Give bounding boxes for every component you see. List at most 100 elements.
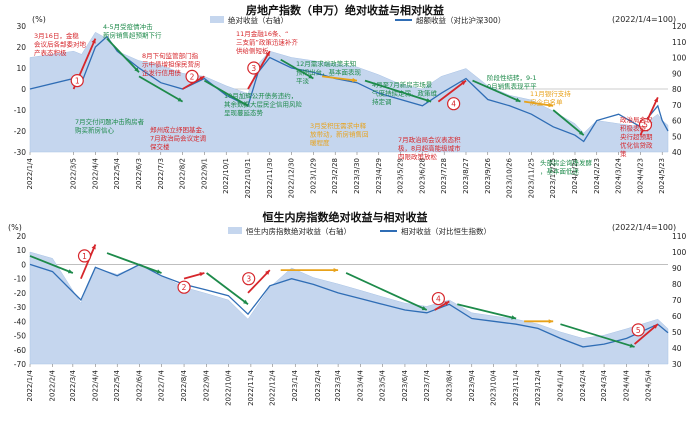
annotation-text: 积极表态， [620,124,653,133]
trend-arrow-down-6 [472,79,521,103]
y-left-tick: -70 [14,360,26,369]
annotation-text: 呈现蔓延态势 [224,108,264,117]
annotation-text: 房企白名单 [530,98,563,107]
series-relative-line [29,263,669,348]
trend-arrow-down-2 [138,75,184,103]
annotation-text: 三支箭”政策迅速补齐 [236,38,298,47]
annotation-text: 阶段性结转，9-1 [487,73,537,82]
annotation-text: 购买新房信心 [75,126,115,135]
event-badge-1-label: 1 [82,252,87,261]
trend-arrow-down-6 [560,323,635,348]
x-tick-label: 2022/8/2 [179,158,187,189]
trend-arrow-flat-2 [523,100,554,107]
y-right-tick: 70 [672,296,682,305]
trend-arrow-up-4-head [444,301,450,306]
y-right-tick: 60 [672,312,682,321]
x-tick-label: 2022/11/4 [247,369,255,405]
trend-arrow-down-1 [29,255,74,274]
x-tick-label: 2023/3/30 [353,158,361,194]
event-badge-4-label: 4 [451,100,456,109]
x-tick-label: 2023/11/4 [512,369,520,405]
x-tick-label: 2023/4/4 [357,369,365,401]
trend-arrow-flat-2-head [548,103,554,108]
y-right-tick: 110 [672,38,687,47]
event-badge-2 [185,69,199,84]
y-right-tick: 40 [672,148,682,157]
x-tick-label: 2022/6/3 [135,158,143,189]
x-tick-label: 2022/8/4 [180,369,188,401]
trend-arrow-up-3 [247,269,271,294]
chart1-plot: 3020100-10-20-30120110100908070605040202… [14,22,687,198]
x-tick-label: 2022/12/30 [288,158,296,198]
x-tick-label: 2024/3/24 [615,157,623,193]
event-badge-3 [242,272,256,286]
annotation-text: 7月交付问题冲击购房者 [75,117,145,126]
y-right-tick: 80 [672,280,682,289]
event-badge-5-label: 5 [643,121,648,130]
x-tick-label: 2022/10/1 [222,158,230,194]
series-relative-line [29,35,669,143]
x-tick-label: 2023/1/4 [291,369,299,401]
y-left-tick: -10 [14,275,26,284]
annotation-text: 气度持续走弱，政策维 [372,89,438,98]
y-left-tick: 0 [21,260,26,269]
annotation-text: 极，8月超高能级城市 [398,144,461,153]
trend-arrow-down-5 [364,79,432,103]
annotation-text: 10月加辉公开债务违约， [224,91,297,100]
x-tick-label: 2023/11/25 [527,158,535,198]
x-tick-label: 2022/3/4 [69,369,77,401]
y-right-tick: 100 [672,248,687,257]
x-tick-label: 2022/7/4 [158,369,166,401]
y-right-tick: 50 [672,132,682,141]
annotation-text: 供给侧短板 [236,46,269,55]
x-tick-label: 2023/1/29 [309,158,317,194]
annotation-text: 12月需求端政策未知 [296,59,356,68]
x-tick-label: 2023/6/28 [418,158,426,194]
trend-arrow-up-5-head [653,324,658,329]
y-left-tick: 0 [21,85,26,94]
trend-arrow-down-6-head [629,343,635,348]
trend-arrow-up-4-head [461,80,466,86]
trend-arrow-up-1-head [91,38,96,44]
trend-arrow-flat-1 [322,75,358,82]
y-left-tick: -10 [14,106,26,115]
event-badge-5 [638,118,653,132]
y-left-tick: -50 [14,332,26,341]
x-tick-label: 2023/12/4 [534,369,542,405]
x-tick-label: 2022/11/30 [266,158,274,198]
chart1-legend-abs: 绝对收益（右轴） [228,15,288,25]
x-tick-label: 2022/6/4 [136,369,144,401]
x-tick-label: 2023/7/4 [423,369,431,401]
chart2-annotations: 1 2 3 4 5 [29,244,659,348]
x-tick-label: 2023/7/28 [440,158,448,194]
trend-arrow-down-1-head [67,269,73,274]
chart-hang-seng-property: 恒生内房指数绝对收益与相对收益 (%) (2022/1/4=100) 恒生内房指… [8,210,687,406]
trend-arrow-down-4-head [421,306,427,311]
chart1-title: 房地产指数（申万）绝对收益与相对收益 [246,3,444,17]
x-tick-label: 2022/12/4 [269,369,277,405]
x-tick-label: 2023/8/27 [462,158,470,194]
y-right-tick: 100 [672,54,687,63]
x-tick-label: 2024/3/4 [600,369,608,401]
chart2-legend-abs: 恒生内房指数绝对收益（右轴） [246,226,351,236]
chart2-right-unit: (2022/1/4=100) [612,223,676,232]
y-right-tick: 120 [672,22,687,31]
trend-arrow-down-1 [106,37,140,73]
trend-arrow-up-5-head [654,97,658,103]
trend-arrow-down-7 [552,109,585,136]
x-tick-label: 2024/4/23 [636,158,644,194]
trend-arrow-up-5 [633,323,659,345]
trend-arrow-down-5 [457,303,517,320]
x-tick-label: 2023/10/26 [506,157,514,198]
annotation-text: 央行超预期 [620,132,653,141]
trend-arrow-up-2-head [199,272,205,277]
annotation-text: 7月政治局会议表态积 [398,135,461,144]
event-badge-4 [447,97,461,111]
annotation-text: 3月受积压需求中释 [310,121,367,130]
annotation-text: 4-5月受疫情冲击 [103,22,153,31]
trend-arrow-down-4 [345,272,428,311]
x-tick-label: 2023/12/25 [549,158,557,198]
y-left-tick: 20 [16,43,26,52]
x-tick-label: 2022/7/3 [157,158,165,189]
